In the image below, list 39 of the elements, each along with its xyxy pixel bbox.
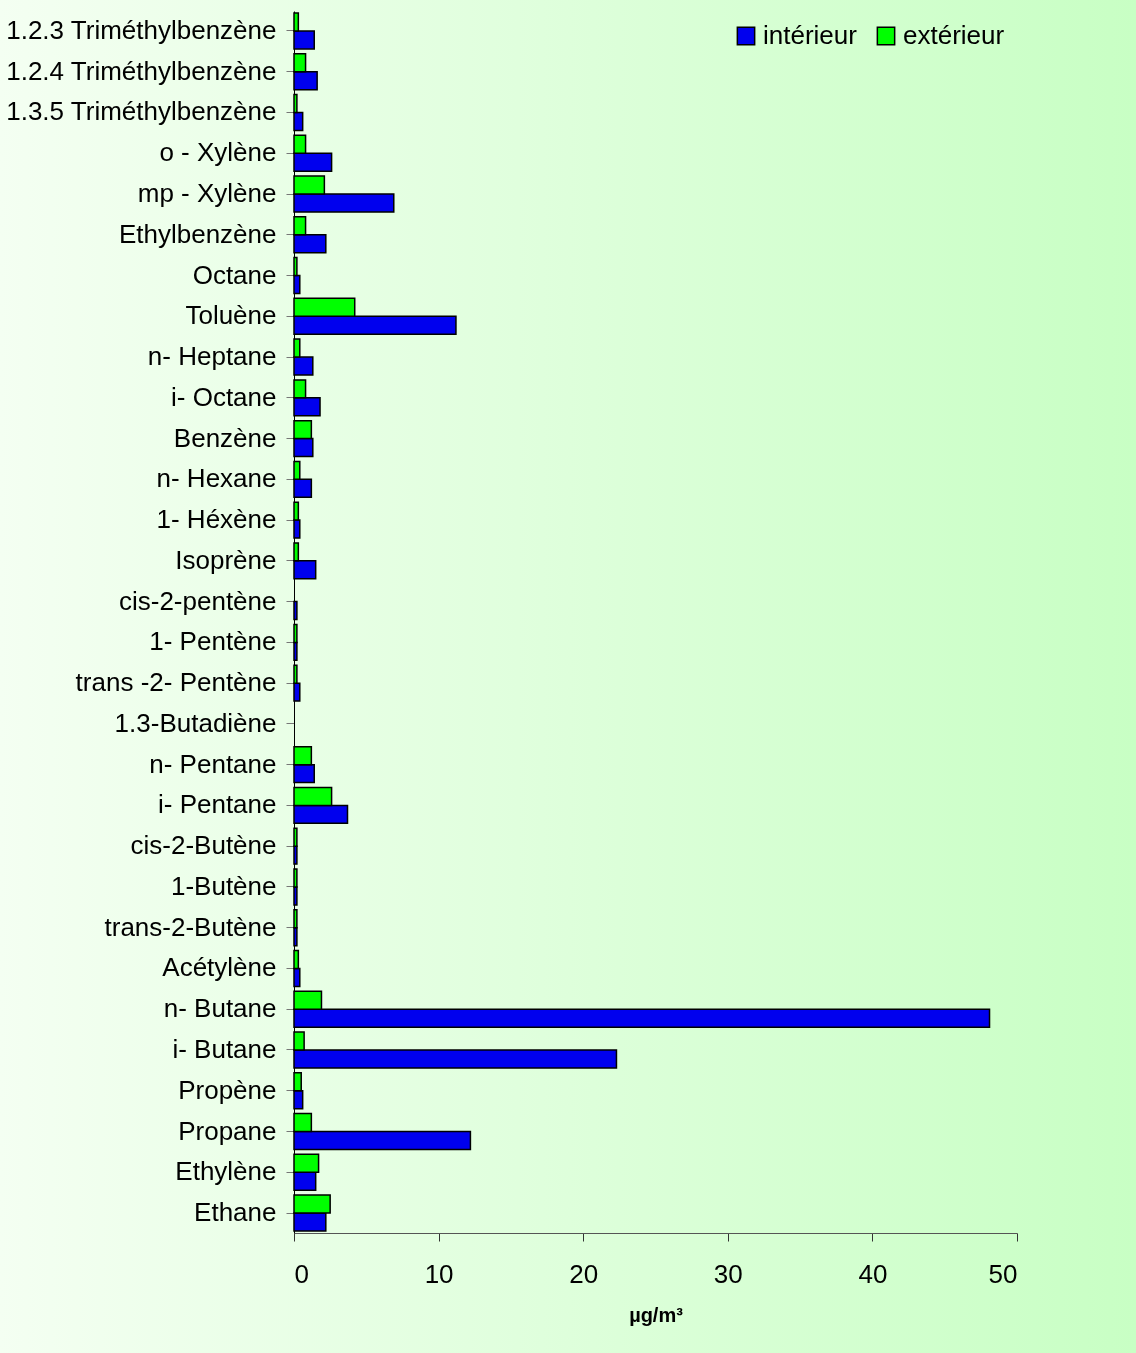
- y-tick-label: Benzène: [173, 422, 277, 453]
- y-tick-label: trans-2-Butène: [104, 911, 277, 942]
- legend-label: extérieur: [903, 20, 1005, 50]
- y-tick-label: 1- Héxène: [156, 504, 277, 535]
- y-tick-label: Propane: [178, 1115, 277, 1146]
- y-tick-label: 1.3-Butadiène: [114, 707, 277, 738]
- y-tick-label: Ethylène: [175, 1156, 277, 1187]
- y-tick-label: Toluène: [185, 300, 277, 331]
- legend-label: intérieur: [763, 20, 858, 50]
- y-tick-label: cis-2-pentène: [118, 585, 277, 616]
- y-tick-label: cis-2-Butène: [130, 830, 277, 861]
- y-tick-label: n- Heptane: [147, 341, 277, 372]
- x-tick-label: 30: [713, 1258, 743, 1289]
- y-tick-label: 1-Butène: [170, 870, 277, 901]
- y-tick-label: i- Octane: [171, 381, 277, 412]
- y-tick-label: Ethane: [194, 1197, 277, 1228]
- y-tick-label: i- Butane: [172, 1033, 277, 1064]
- y-tick-label: 1.2.4 Triméthylbenzène: [6, 55, 277, 86]
- y-tick-label: Isoprène: [175, 544, 277, 575]
- x-axis-title: µg/m³: [629, 1303, 684, 1326]
- y-tick-label: mp - Xylène: [137, 178, 277, 209]
- y-tick-label: n- Butane: [163, 993, 277, 1024]
- y-tick-label: n- Hexane: [156, 463, 277, 494]
- y-tick-label: Propène: [178, 1074, 277, 1105]
- y-tick-label: o - Xylène: [159, 137, 277, 168]
- y-tick-label: 1.3.5 Triméthylbenzène: [6, 96, 277, 127]
- x-tick-label: 40: [858, 1258, 888, 1289]
- y-tick-label: Octane: [192, 259, 277, 290]
- x-tick-label: 0: [294, 1258, 309, 1289]
- y-tick-label: 1.2.3 Triméthylbenzène: [6, 14, 277, 45]
- x-tick-label: 50: [988, 1258, 1018, 1289]
- y-tick-label: Acétylène: [162, 952, 277, 983]
- x-tick-label: 10: [424, 1258, 454, 1289]
- y-tick-label: 1- Pentène: [149, 626, 277, 657]
- y-tick-label: n- Pentane: [149, 748, 277, 779]
- x-tick-label: 20: [569, 1258, 599, 1289]
- y-tick-label: i- Pentane: [157, 789, 277, 820]
- y-tick-label: Ethylbenzène: [118, 218, 277, 249]
- y-tick-label: trans -2- Pentène: [75, 667, 277, 698]
